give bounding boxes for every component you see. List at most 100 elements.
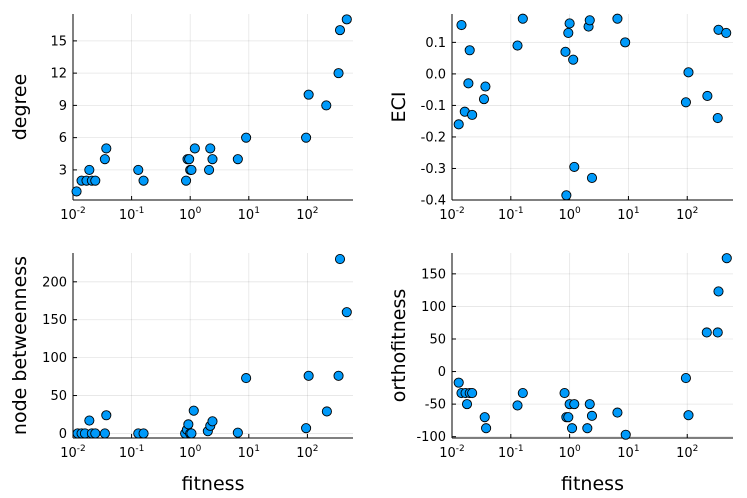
data-point <box>559 388 570 399</box>
data-point <box>334 25 346 36</box>
x-tick-label: 10-1 <box>119 206 145 223</box>
y-tick-label: 50 <box>50 389 67 404</box>
data-point <box>184 154 195 165</box>
data-point <box>517 13 528 24</box>
y-tick-label: 15 <box>50 34 67 49</box>
data-point <box>680 373 691 384</box>
y-tick-label: -100 <box>416 430 446 445</box>
data-point <box>333 370 344 381</box>
data-point <box>99 154 110 165</box>
y-axis-title: ECI <box>388 92 410 123</box>
data-point <box>683 410 694 421</box>
data-point <box>183 419 194 430</box>
data-point <box>204 164 215 175</box>
data-point <box>464 45 475 56</box>
data-point <box>321 406 332 417</box>
data-point <box>612 13 623 24</box>
data-point <box>512 400 523 411</box>
data-point <box>138 428 149 439</box>
data-point <box>138 175 149 186</box>
x-axis-title: fitness <box>561 473 624 495</box>
data-point <box>71 186 82 197</box>
y-tick-label: 0.1 <box>425 36 446 51</box>
data-point <box>456 19 467 31</box>
y-tick-label: 0 <box>438 365 446 380</box>
x-tick-label: 10-1 <box>498 206 524 223</box>
data-point <box>241 132 252 143</box>
y-tick-label: -50 <box>425 398 446 413</box>
data-point <box>181 175 192 186</box>
x-tick-label: 100 <box>558 444 581 461</box>
data-point <box>188 405 199 416</box>
data-point <box>478 94 490 105</box>
x-tick-label: 102 <box>676 444 698 461</box>
data-point <box>712 327 723 338</box>
data-point <box>512 40 523 51</box>
x-tick-label: 101 <box>238 444 260 461</box>
data-point <box>90 428 101 439</box>
chart-orthofitness: 10-2 10-1 100 101 102 -100 -50 0 50 100 150 orthofi… <box>388 253 733 495</box>
data-point <box>713 286 724 297</box>
data-point <box>341 307 352 318</box>
data-point <box>232 427 243 438</box>
data-point <box>99 428 110 439</box>
x-tick-label: 100 <box>179 444 202 461</box>
data-point <box>586 172 598 183</box>
x-tick-label: 10-1 <box>119 444 145 461</box>
data-point <box>303 89 314 100</box>
y-tick-label: 150 <box>42 313 67 328</box>
data-point <box>680 97 691 108</box>
y-tick-label: 100 <box>421 300 446 315</box>
x-tick-label: 100 <box>179 206 202 223</box>
data-point <box>702 90 713 102</box>
data-point <box>582 423 593 434</box>
y-axis-title: node betweenness <box>9 256 31 435</box>
data-point <box>84 415 95 426</box>
y-axis-title: orthofitness <box>388 289 410 403</box>
x-axis-title: fitness <box>182 473 245 495</box>
data-point <box>612 407 623 418</box>
data-point <box>560 46 571 57</box>
data-point <box>721 253 732 264</box>
data-point <box>207 416 218 427</box>
data-point <box>463 78 474 89</box>
y-tick-label: 150 <box>421 267 446 282</box>
data-point <box>712 112 723 124</box>
data-point <box>186 164 197 175</box>
y-tick-label: 100 <box>42 351 67 366</box>
data-point <box>84 164 95 175</box>
chart-degree: 10-2 10-1 100 101 102 3 6 9 12 15 degree <box>9 14 353 223</box>
x-tick-label: 100 <box>558 206 581 223</box>
data-point <box>461 399 473 410</box>
y-tick-label: 3 <box>59 163 67 178</box>
data-point <box>701 327 712 338</box>
data-point <box>453 119 464 130</box>
y-tick-label: 9 <box>59 99 67 114</box>
data-point <box>620 429 631 440</box>
y-tick-label: 200 <box>42 275 67 290</box>
data-point <box>517 388 528 399</box>
data-point <box>584 399 595 410</box>
y-tick-label: -0.2 <box>421 130 446 145</box>
x-tick-label: 10-2 <box>439 444 465 461</box>
y-tick-label: 0 <box>59 427 67 442</box>
data-point <box>241 373 252 384</box>
data-point <box>232 154 243 165</box>
chart-eci: 10-2 10-1 100 101 102 -0.4 -0.3 -0.2 -0.1 0.0 0.1 E… <box>388 13 733 223</box>
data-point <box>301 423 312 434</box>
y-tick-label: -0.4 <box>421 194 446 209</box>
y-tick-label: -0.1 <box>421 99 446 114</box>
data-point <box>207 154 218 165</box>
y-tick-label: 6 <box>59 131 67 146</box>
data-point <box>480 81 491 92</box>
data-point <box>321 100 332 111</box>
data-point <box>101 410 112 421</box>
data-point <box>467 388 478 399</box>
x-tick-label: 101 <box>617 206 639 223</box>
x-tick-label: 101 <box>617 444 639 461</box>
data-point <box>133 164 144 175</box>
y-tick-label: 50 <box>429 332 446 347</box>
data-point <box>303 370 314 381</box>
y-tick-label: 0.0 <box>425 67 446 82</box>
data-point <box>569 161 580 172</box>
